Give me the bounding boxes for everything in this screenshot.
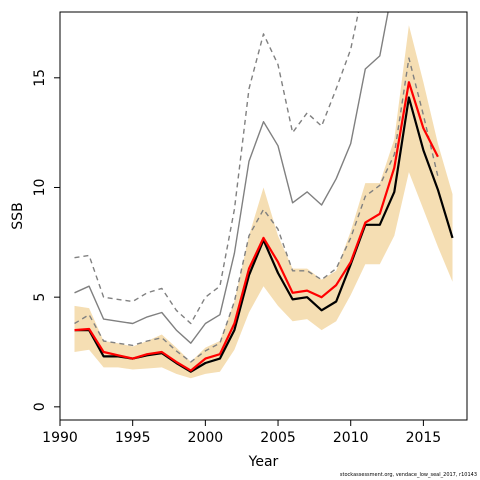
y-tick-label: 15 <box>32 69 48 87</box>
source-credit: stockassessment.org, vendace_low_seal_20… <box>340 472 477 478</box>
grey-dashed-lower-line <box>74 57 439 363</box>
x-tick-label: 2015 <box>406 430 442 446</box>
y-tick-label: 0 <box>32 402 48 411</box>
y-axis-title: SSB <box>10 202 26 229</box>
x-axis-title: Year <box>248 454 279 470</box>
y-axis: 0 5 10 15 <box>32 69 60 411</box>
y-tick-label: 5 <box>32 293 48 302</box>
grey-upper-line <box>74 12 389 344</box>
red-line <box>74 81 439 372</box>
x-tick-label: 2000 <box>188 430 224 446</box>
plot-area <box>74 12 454 379</box>
grey-dashed-upper-line <box>74 12 360 325</box>
x-tick-label: 2010 <box>333 430 369 446</box>
x-tick-label: 2005 <box>260 430 296 446</box>
y-tick-label: 10 <box>32 179 48 197</box>
x-tick-label: 1990 <box>42 430 78 446</box>
confidence-band <box>74 25 453 379</box>
x-axis: 1990 1995 2000 2005 2010 2015 <box>42 419 442 446</box>
x-tick-label: 1995 <box>115 430 151 446</box>
